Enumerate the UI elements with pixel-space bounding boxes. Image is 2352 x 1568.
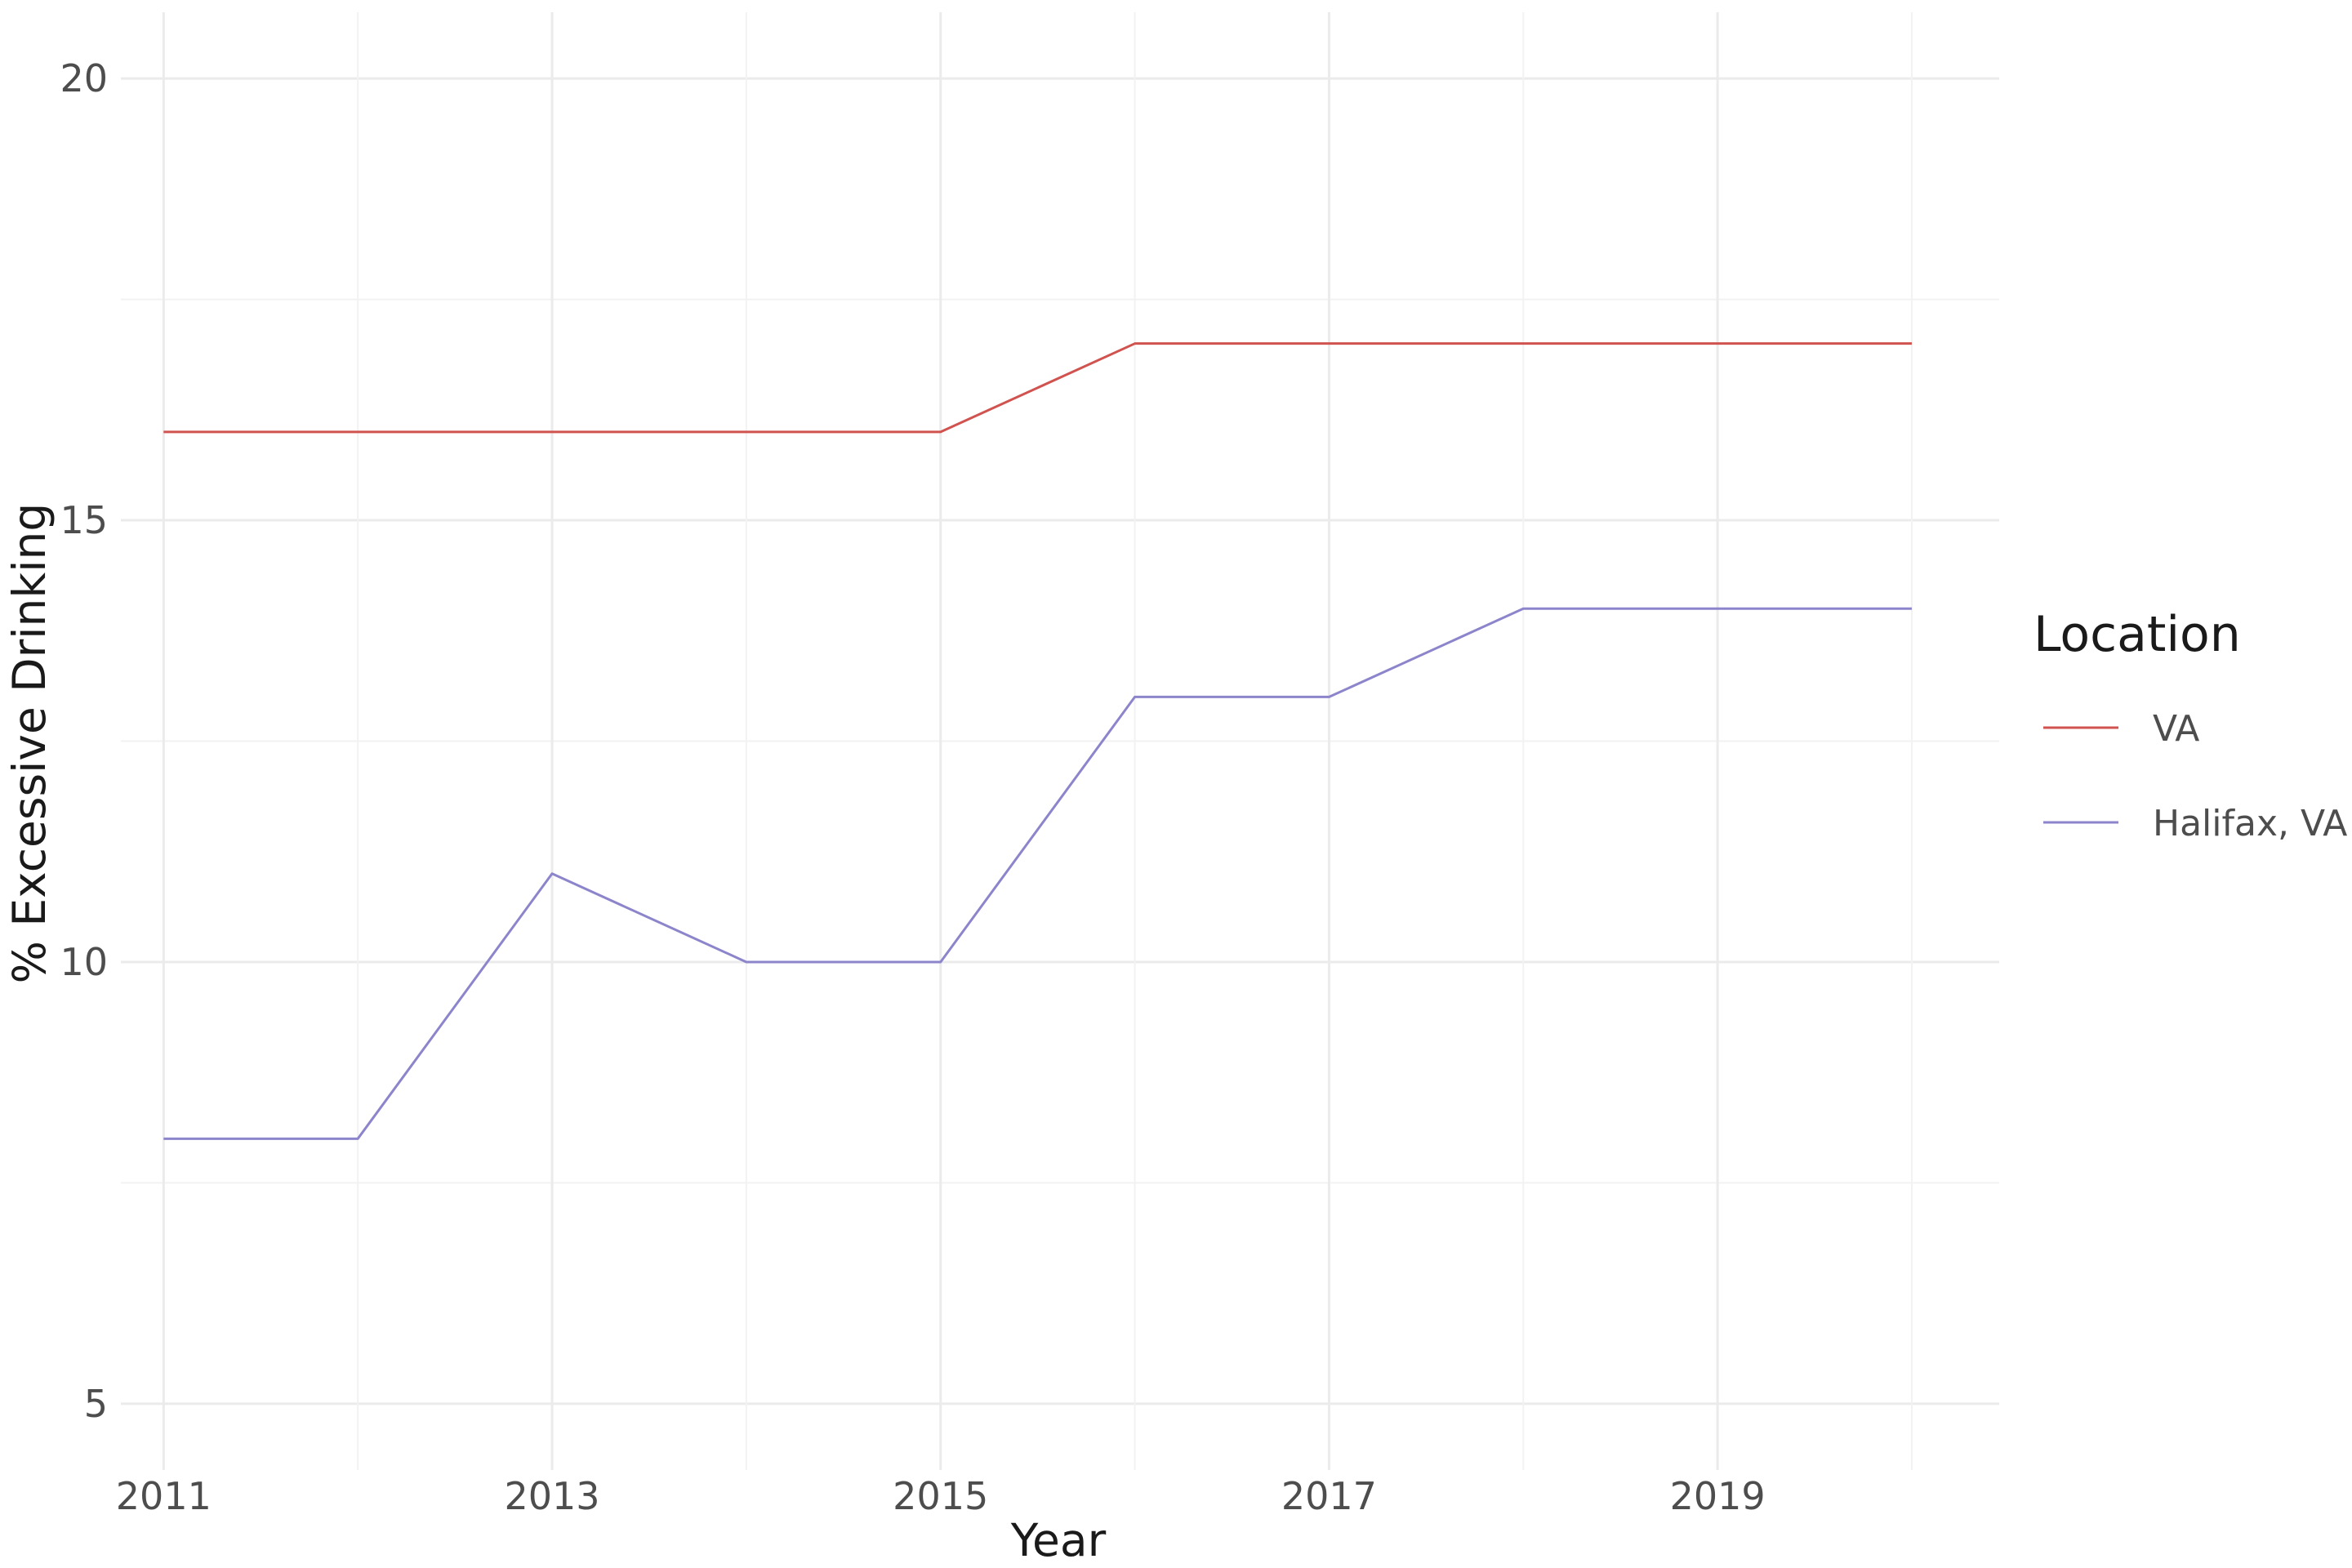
y-tick-label: 5 bbox=[84, 1382, 108, 1426]
series-line-va bbox=[163, 342, 1912, 434]
legend: Location VA Halifax, VA bbox=[2034, 606, 2347, 844]
x-axis-tick-labels: 2011 2013 2015 2017 2019 bbox=[116, 1474, 1766, 1518]
legend-label: Halifax, VA bbox=[2153, 803, 2347, 844]
grid-lines bbox=[121, 12, 1999, 1470]
legend-label: VA bbox=[2153, 708, 2199, 750]
series-line-halifax-va bbox=[163, 607, 1912, 1140]
y-tick-label: 15 bbox=[60, 498, 108, 542]
y-tick-label: 20 bbox=[60, 56, 108, 100]
y-tick-label: 10 bbox=[60, 940, 108, 984]
y-axis-title: % Excessive Drinking bbox=[3, 503, 56, 984]
x-tick-label: 2011 bbox=[116, 1474, 212, 1518]
series-lines bbox=[163, 342, 1912, 1140]
x-tick-label: 2013 bbox=[504, 1474, 599, 1518]
x-tick-label: 2019 bbox=[1670, 1474, 1766, 1518]
x-tick-label: 2017 bbox=[1281, 1474, 1377, 1518]
legend-title: Location bbox=[2034, 606, 2241, 663]
x-tick-label: 2015 bbox=[893, 1474, 988, 1518]
y-axis-tick-labels: 5 10 15 20 bbox=[60, 56, 108, 1426]
x-axis-title: Year bbox=[1010, 1514, 1107, 1566]
